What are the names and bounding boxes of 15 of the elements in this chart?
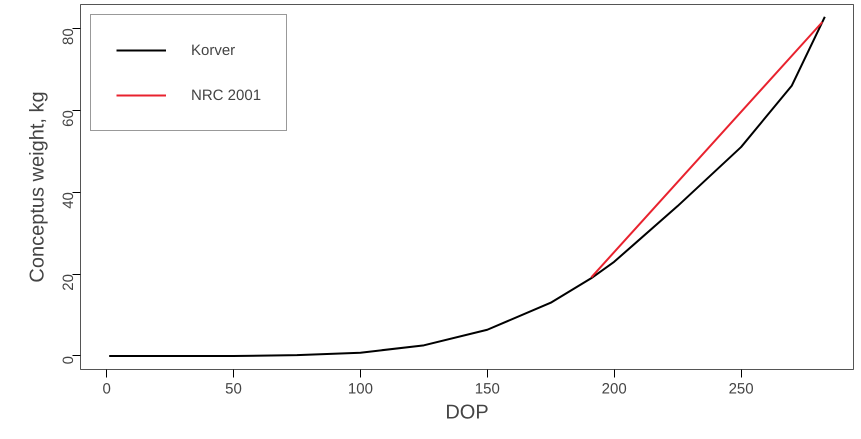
x-tick-label: 100: [348, 380, 373, 398]
y-tick-label: 80: [60, 28, 77, 45]
y-tick-label: 20: [60, 274, 77, 291]
legend-label: Korver: [191, 42, 236, 58]
y-tick-label: 60: [60, 110, 77, 127]
y-tick-label: 0: [60, 356, 77, 364]
x-tick-label: 50: [225, 380, 242, 398]
x-axis-title: DOP: [445, 402, 489, 424]
x-tick-label: 150: [474, 380, 500, 398]
y-tick-label: 40: [60, 192, 77, 209]
x-tick-label: 0: [102, 380, 111, 398]
x-tick-label: 200: [602, 380, 627, 398]
legend-label: NRC 2001: [191, 86, 262, 104]
x-tick-label: 250: [728, 380, 754, 398]
y-axis-title: Conceptus weight, kg: [26, 91, 48, 283]
